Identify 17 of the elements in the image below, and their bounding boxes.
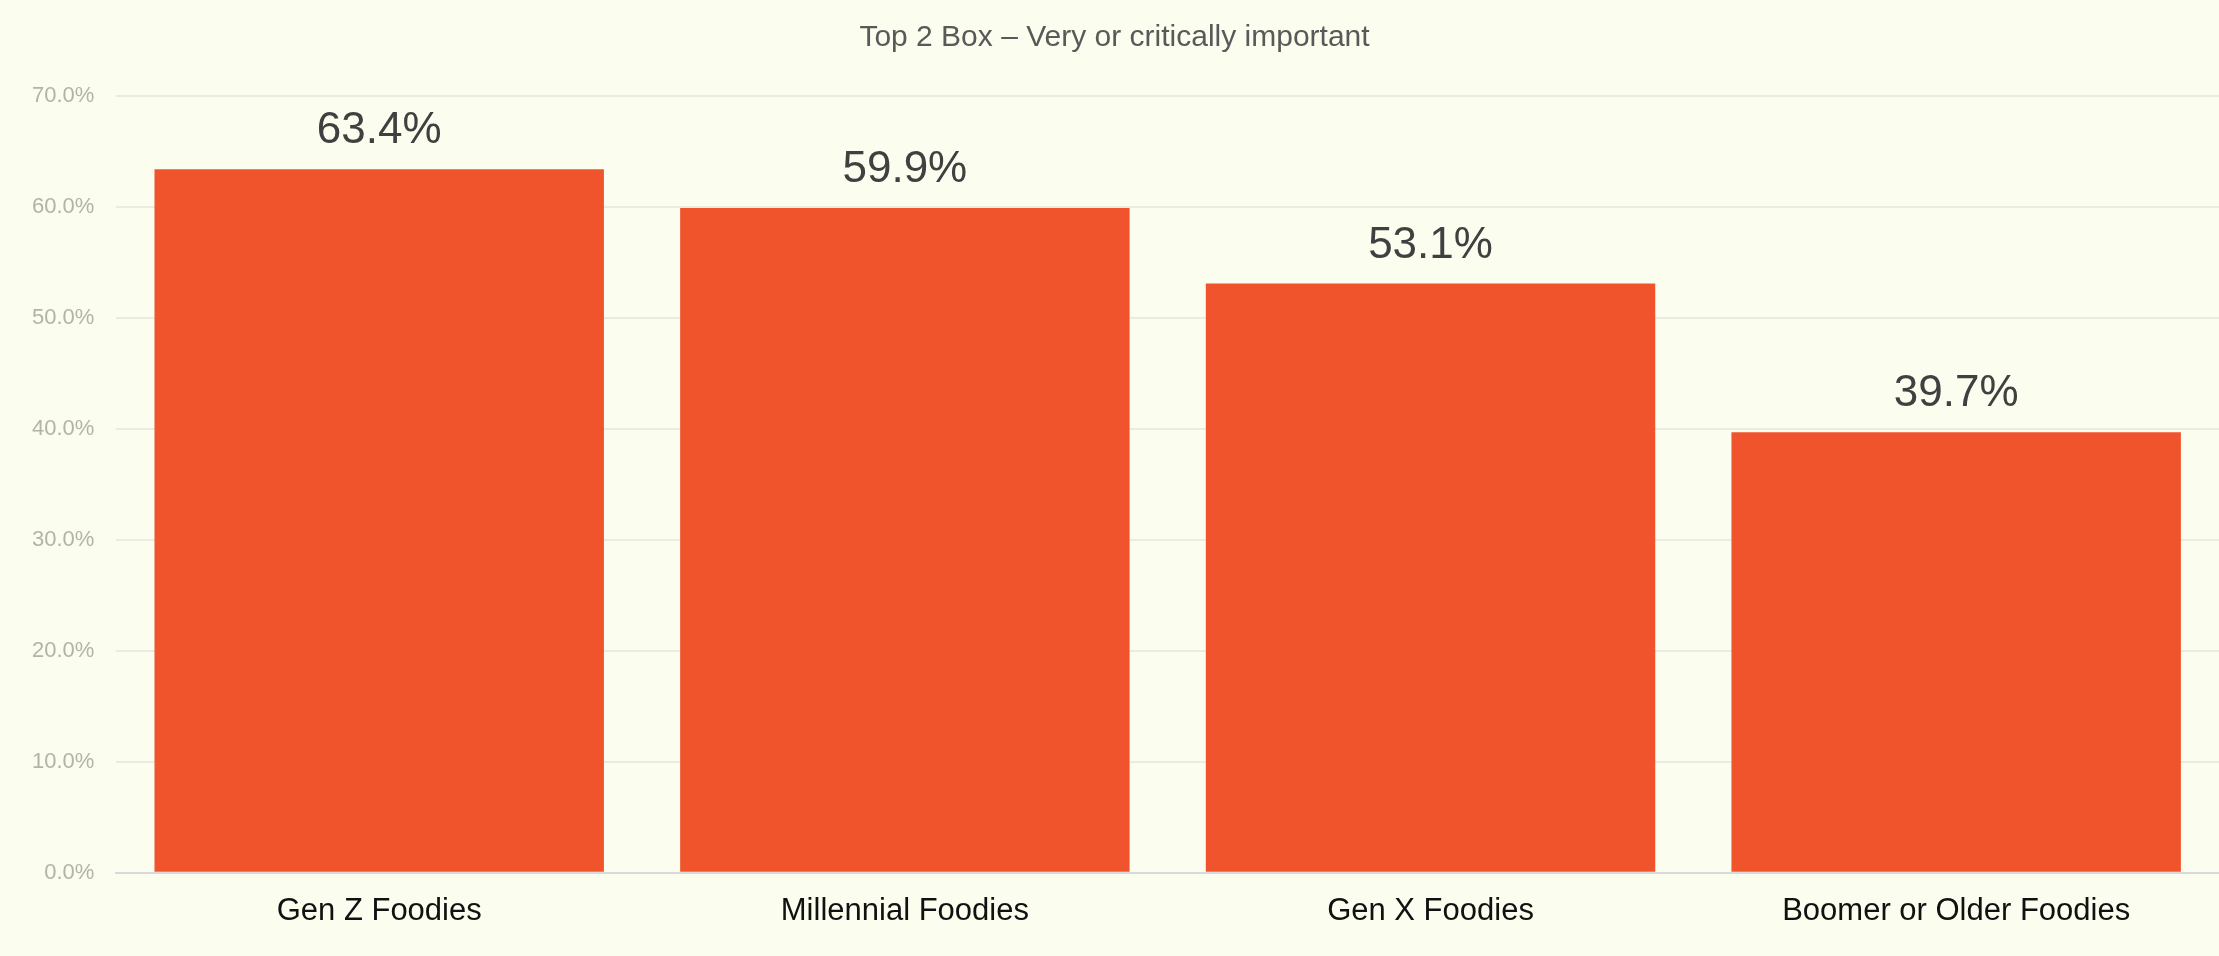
x-tick-label: Boomer or Older Foodies <box>1782 891 2131 927</box>
y-tick-label: 0.0% <box>44 858 95 884</box>
x-tick-label: Gen X Foodies <box>1327 891 1534 927</box>
data-label: 59.9% <box>842 142 968 192</box>
y-tick-label: 60.0% <box>31 193 95 219</box>
data-label: 63.4% <box>316 103 442 153</box>
data-label: 39.7% <box>1893 366 2019 416</box>
y-tick-label: 10.0% <box>31 747 95 773</box>
y-tick-label: 50.0% <box>31 304 95 330</box>
y-tick-label: 20.0% <box>31 636 95 662</box>
y-tick-label: 70.0% <box>31 82 95 108</box>
chart-title: Top 2 Box – Very or critically important <box>859 19 1371 53</box>
data-label: 53.1% <box>1368 217 1493 267</box>
x-tick-label: Millennial Foodies <box>780 891 1029 927</box>
y-tick-label: 30.0% <box>31 525 95 551</box>
x-tick-label: Gen Z Foodies <box>276 891 482 927</box>
y-tick-label: 40.0% <box>31 414 95 440</box>
